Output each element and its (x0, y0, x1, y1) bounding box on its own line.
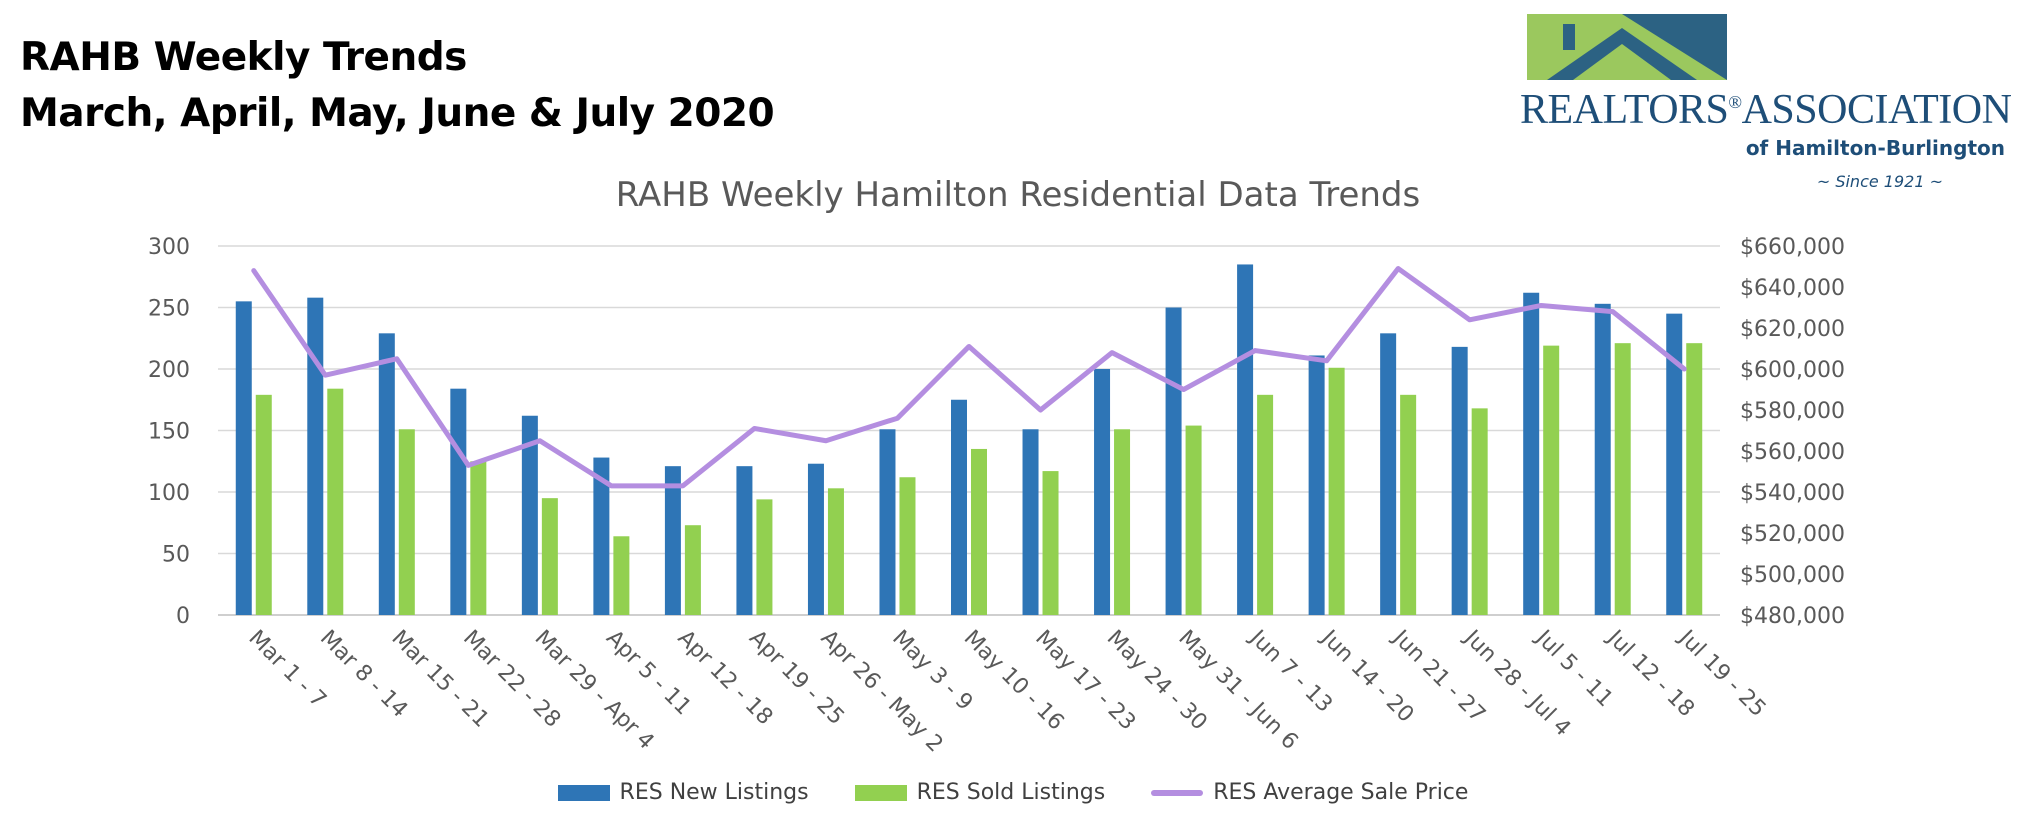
bar-new-listings (1594, 303, 1611, 615)
bar-new-listings (807, 463, 824, 615)
category-label: Apr 26 - May 2 (816, 626, 948, 758)
bar-sold-listings (1042, 471, 1059, 615)
bar-sold-listings (470, 461, 487, 615)
chart-title: RAHB Weekly Hamilton Residential Data Tr… (616, 175, 1420, 215)
logo-registered-mark: ® (1728, 92, 1742, 112)
bar-sold-listings (398, 429, 415, 615)
bar-sold-listings (1471, 408, 1488, 615)
legend-label-average-price: RES Average Sale Price (1213, 780, 1469, 805)
house-roof-icon (1527, 14, 1727, 80)
bar-new-listings (1165, 307, 1182, 615)
logo-name: REALTORS®ASSOCIATION (1520, 86, 2012, 134)
bar-new-listings (1237, 264, 1254, 615)
bar-sold-listings (1185, 425, 1202, 615)
bar-sold-listings (1543, 345, 1560, 615)
left-tick-label: 100 (148, 481, 190, 506)
bar-sold-listings (327, 388, 344, 615)
logo-name-realtors: REALTORS (1520, 87, 1729, 133)
legend-item-average-price: RES Average Sale Price (1151, 780, 1468, 805)
bar-new-listings (593, 457, 610, 615)
bar-new-listings (521, 415, 538, 615)
legend-swatch-sold-listings (854, 784, 907, 801)
bar-sold-listings (1400, 394, 1417, 615)
bar-sold-listings (1257, 394, 1274, 615)
bar-new-listings (450, 388, 467, 615)
left-tick-label: 0 (176, 604, 190, 629)
bar-new-listings (378, 333, 395, 615)
right-tick-label: $640,000 (1740, 276, 1845, 301)
legend-label-new-listings: RES New Listings (619, 780, 809, 805)
left-axis-ticks: 0 50 100 150 200 250 300 (148, 235, 190, 629)
right-tick-label: $600,000 (1740, 358, 1845, 383)
right-tick-label: $520,000 (1740, 522, 1845, 547)
bar-sold-listings (613, 536, 630, 615)
bar-new-listings (1666, 313, 1683, 615)
legend-label-sold-listings: RES Sold Listings (916, 780, 1106, 805)
right-tick-label: $660,000 (1740, 235, 1845, 260)
heading-line-1: RAHB Weekly Trends (20, 35, 467, 80)
right-tick-label: $580,000 (1740, 399, 1845, 424)
bar-sold-listings (971, 448, 987, 615)
bar-new-listings (1380, 333, 1397, 615)
category-label: Mar 1 - 7 (244, 626, 331, 713)
legend-item-new-listings: RES New Listings (557, 780, 809, 805)
bar-sold-listings (1114, 429, 1131, 615)
left-tick-label: 300 (148, 235, 190, 260)
bar-sold-listings (255, 394, 272, 615)
logo-name-association: ASSOCIATION (1741, 87, 2012, 133)
line-average-sale-price (251, 266, 1687, 489)
page-heading: RAHB Weekly Trends March, April, May, Ju… (20, 30, 775, 142)
left-tick-label: 200 (148, 358, 190, 383)
right-tick-label: $540,000 (1740, 481, 1845, 506)
bar-new-listings (1094, 369, 1111, 615)
bar-new-listings (307, 297, 324, 615)
bar-new-listings (1523, 292, 1540, 615)
bar-sold-listings (1328, 367, 1345, 615)
bar-sold-listings (1686, 343, 1703, 615)
right-tick-label: $560,000 (1740, 440, 1845, 465)
right-tick-label: $620,000 (1740, 317, 1845, 342)
bar-new-listings (1022, 429, 1039, 615)
bar-new-listings (879, 429, 896, 615)
gridlines (218, 245, 1720, 616)
legend-item-sold-listings: RES Sold Listings (854, 780, 1106, 805)
bar-sold-listings (827, 488, 844, 615)
logo-subtitle: of Hamilton-Burlington (1745, 136, 2005, 160)
legend-swatch-new-listings (557, 784, 610, 801)
bar-new-listings (736, 466, 753, 615)
bar-new-listings (1308, 355, 1325, 615)
legend-swatch-average-price (1151, 789, 1204, 796)
right-axis-ticks: $480,000 $500,000 $520,000 $540,000 $560,000… (1740, 235, 1845, 629)
weekly-trends-chart: RAHB Weekly Hamilton Residential Data Tr… (148, 175, 1845, 757)
logo-since: ~ Since 1921 ~ (1816, 172, 1943, 191)
bar-new-listings (1451, 346, 1468, 615)
chart-legend: RES New Listings RES Sold Listings RES A… (0, 780, 2026, 805)
left-tick-label: 150 (148, 420, 190, 445)
price-line (251, 266, 1687, 489)
bar-sold-listings (541, 498, 558, 615)
realtors-association-logo: REALTORS®ASSOCIATION of Hamilton-Burling… (1520, 14, 2012, 191)
bar-sold-listings (684, 525, 701, 615)
bar-new-listings (951, 399, 967, 615)
left-tick-label: 50 (162, 543, 190, 568)
right-tick-label: $500,000 (1740, 563, 1845, 588)
bar-new-listings (235, 301, 252, 615)
heading-line-2: March, April, May, June & July 2020 (20, 91, 775, 136)
bar-sold-listings (1614, 343, 1631, 615)
bar-sold-listings (899, 477, 916, 615)
bar-sold-listings (756, 499, 773, 615)
right-tick-label: $480,000 (1740, 604, 1845, 629)
bar-new-listings (664, 466, 681, 615)
bars (235, 264, 1703, 615)
left-tick-label: 250 (148, 297, 190, 322)
